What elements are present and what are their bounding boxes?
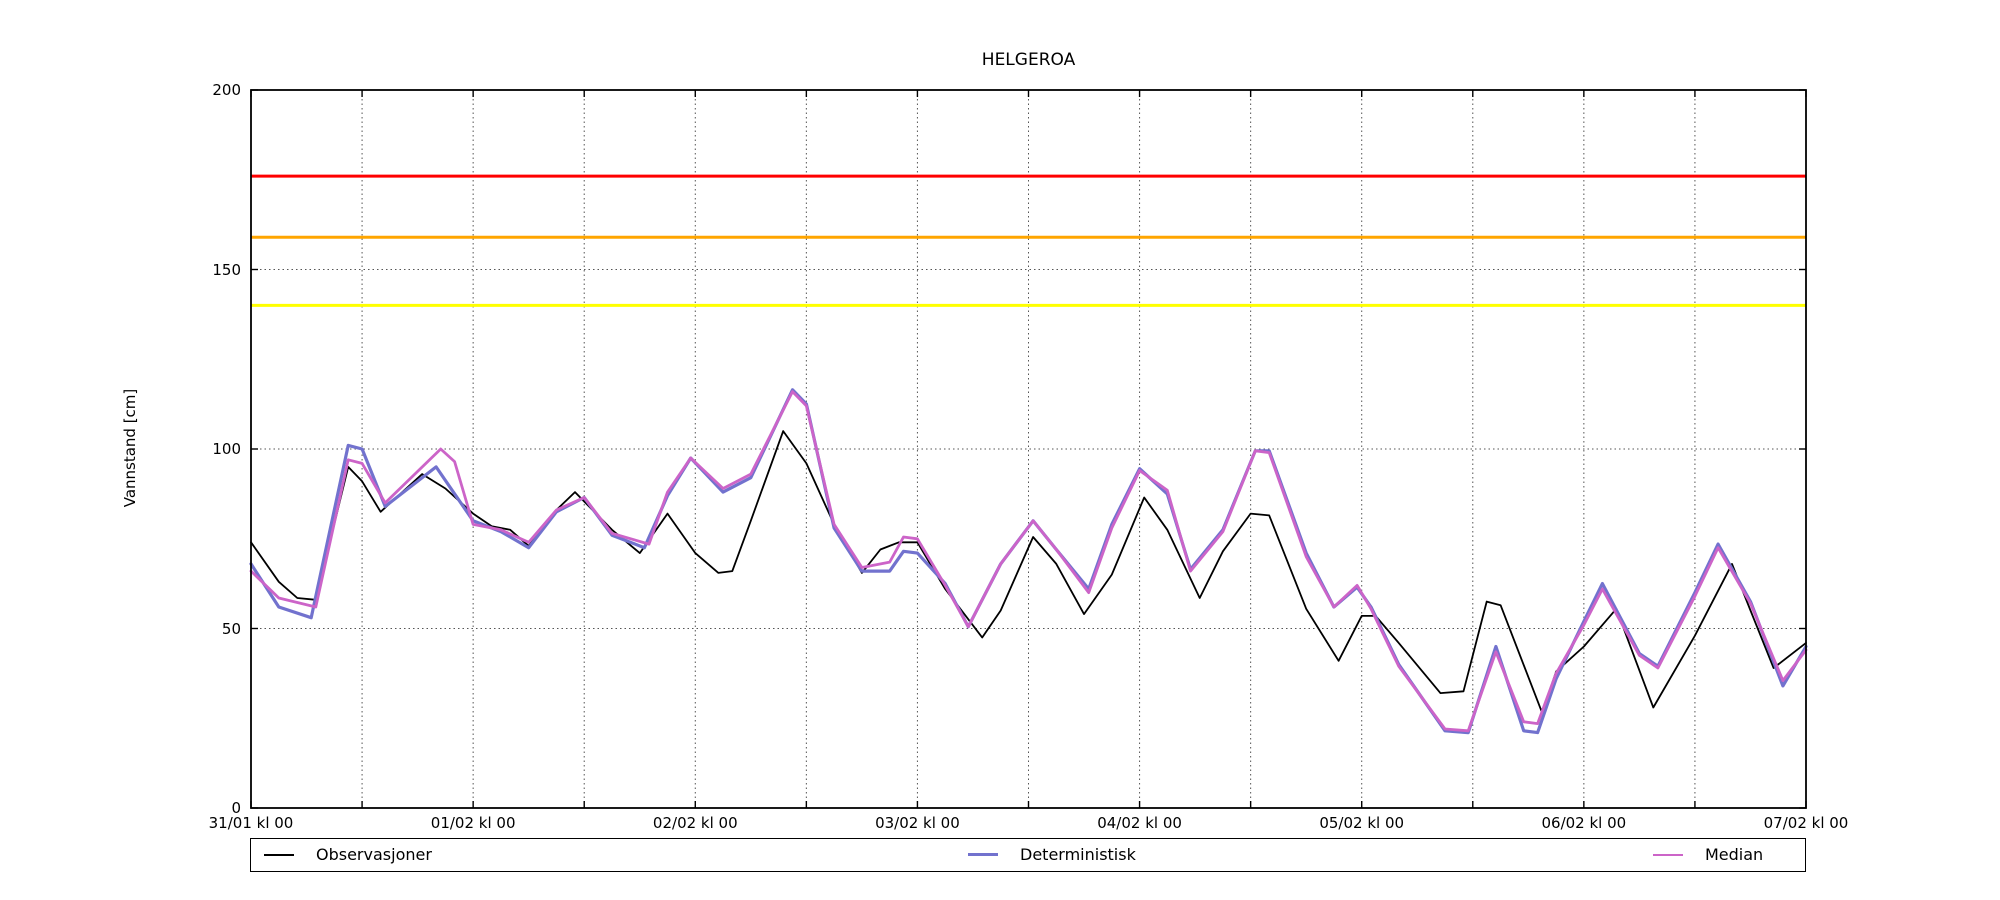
y-tick-label: 100 <box>212 440 241 458</box>
x-tick-label: 02/02 kl 00 <box>652 814 738 832</box>
legend-entry-median: Median <box>1653 839 1763 870</box>
x-tick-label: 04/02 kl 00 <box>1097 814 1182 832</box>
y-axis-label: Vannstand [cm] <box>121 388 139 508</box>
plot-area <box>249 89 1808 809</box>
legend-swatch-median <box>1653 853 1683 856</box>
series-line-median <box>249 390 1808 733</box>
chart-title: HELGEROA <box>981 50 1076 70</box>
legend-label-deterministisk: Deterministisk <box>1020 845 1136 864</box>
y-tick-label: 200 <box>212 81 241 99</box>
legend-swatch-deterministisk <box>968 853 998 856</box>
x-tick-label: 05/02 kl 00 <box>1319 814 1405 832</box>
series-line-observasjoner <box>250 430 1807 714</box>
y-tick-label: 150 <box>212 260 241 279</box>
y-tick-label: 0 <box>231 799 241 817</box>
legend-entry-deterministisk: Deterministisk <box>968 839 1136 870</box>
legend-label-median: Median <box>1705 845 1764 864</box>
x-tick-label: 03/02 kl 00 <box>875 814 960 832</box>
y-tick-label: 50 <box>221 619 241 638</box>
legend-entry-observasjoner: Observasjoner <box>264 839 432 870</box>
x-tick-label: 06/02 kl 00 <box>1541 814 1627 832</box>
axes-frame <box>250 89 1807 809</box>
legend-label-observasjoner: Observasjoner <box>316 845 432 864</box>
x-tick-label: 01/02 kl 00 <box>430 814 516 832</box>
x-tick-label: 31/01 kl 00 <box>208 814 294 832</box>
chart-svg <box>249 89 1808 809</box>
x-tick-label: 07/02 kl 00 <box>1763 814 1849 832</box>
legend-swatch-observasjoner <box>264 853 294 856</box>
legend: Observasjoner Deterministisk Median <box>250 838 1806 872</box>
